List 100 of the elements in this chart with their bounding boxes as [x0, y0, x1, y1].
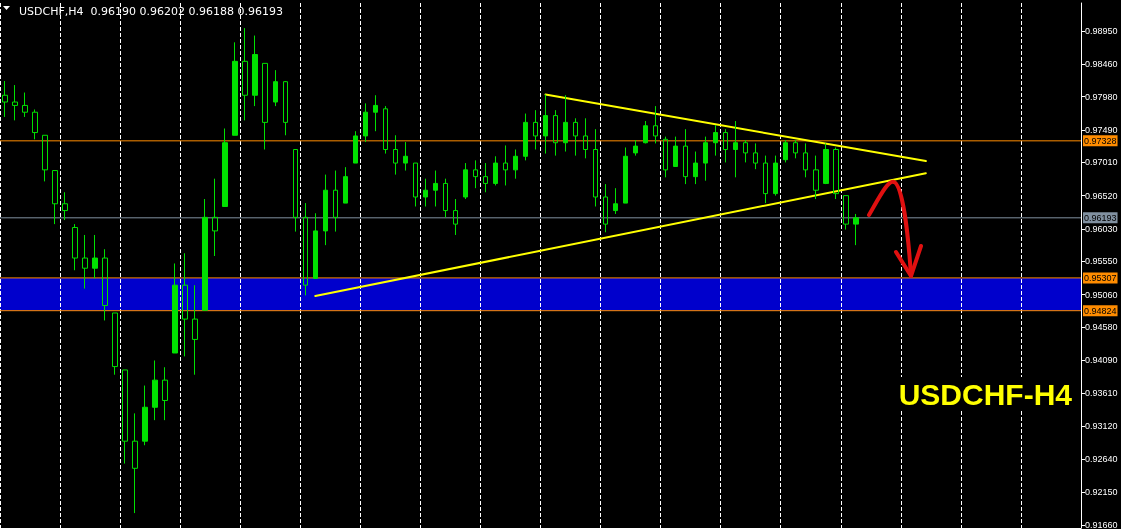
candlestick [803, 142, 808, 178]
candlestick [222, 127, 228, 207]
ref-line-label: 0.94824 [1084, 305, 1117, 316]
candlestick [783, 139, 788, 163]
y-tick-label: 0.96030 [1085, 223, 1118, 234]
candlestick [553, 109, 558, 157]
y-tick-label: 0.96520 [1085, 190, 1118, 201]
y-tick-label: 0.92640 [1085, 453, 1118, 464]
candlestick [633, 139, 638, 157]
candlestick [333, 170, 338, 233]
candlestick [483, 162, 488, 193]
candlestick [513, 149, 518, 180]
y-tick-label: 0.95060 [1085, 289, 1118, 300]
candlestick [373, 94, 378, 132]
candlestick [583, 117, 588, 159]
candlestick [693, 151, 698, 185]
candlestick [603, 183, 608, 233]
ref-line-label: 0.96193 [1084, 212, 1117, 223]
candlestick [413, 162, 418, 207]
candlestick [643, 120, 648, 144]
candlestick [763, 155, 768, 204]
candlestick [543, 94, 548, 155]
candlestick [663, 136, 668, 178]
candlestick [2, 80, 8, 118]
candlestick [533, 109, 538, 151]
candlestick [313, 212, 318, 279]
y-tick-label: 0.97490 [1085, 124, 1118, 135]
y-tick-label: 0.94090 [1085, 355, 1118, 366]
candlestick [423, 178, 428, 207]
candlestick [563, 94, 568, 153]
candlestick [92, 234, 98, 279]
candlestick [12, 84, 18, 121]
candlestick [52, 170, 58, 225]
candlestick [523, 113, 528, 161]
candlestick [262, 62, 268, 151]
y-tick-label: 0.98460 [1085, 59, 1118, 70]
candlestick [703, 136, 708, 182]
candlestick [843, 195, 849, 231]
candlestick [152, 359, 158, 421]
candlestick [293, 149, 298, 233]
candlestick [162, 366, 168, 421]
candlestick [102, 248, 108, 321]
candlestick [303, 202, 308, 296]
candlestick [713, 124, 718, 157]
candlestick [393, 134, 398, 176]
candlestick [723, 128, 728, 163]
candlestick [653, 105, 658, 144]
chart-title: USDCHF,H4 0.96190 0.96202 0.96188 0.96193 [19, 5, 283, 18]
candlestick [22, 92, 28, 118]
candlestick [503, 144, 508, 186]
candlestick [182, 252, 188, 357]
candlestick [733, 120, 738, 178]
candlestick [343, 166, 348, 204]
candlestick [42, 134, 48, 182]
candlestick [793, 139, 798, 159]
candlestick [443, 178, 448, 218]
candlestick [112, 312, 118, 376]
candlestick [273, 69, 278, 107]
candlestick [753, 142, 758, 170]
candlestick [192, 284, 198, 376]
y-tick-label: 0.95550 [1085, 256, 1118, 267]
annotation: USDCHF-H4 [898, 377, 1073, 411]
candlestick [202, 198, 208, 311]
candlestick [433, 170, 438, 207]
candlestick [252, 35, 258, 107]
candlestick [383, 105, 388, 155]
candlestick [32, 108, 38, 140]
candlestick [82, 234, 88, 290]
candlestick [833, 146, 839, 200]
y-tick-label: 0.92150 [1085, 487, 1118, 498]
y-tick-label: 0.91660 [1085, 520, 1118, 529]
candlestick [242, 27, 248, 121]
candlestick [283, 80, 288, 136]
candlestick [673, 136, 678, 167]
candlestick [122, 369, 128, 465]
candlestick [142, 385, 148, 446]
candlestick [72, 223, 78, 271]
candlestick [463, 162, 468, 200]
candlestick [473, 159, 478, 189]
candlestick [683, 128, 688, 185]
y-tick-label: 0.93120 [1085, 421, 1118, 432]
candlestick [823, 142, 829, 185]
y-tick-label: 0.98950 [1085, 25, 1118, 36]
ref-line-label: 0.97328 [1084, 135, 1117, 146]
candlestick [493, 155, 498, 186]
candlestick [363, 102, 368, 143]
candlestick [853, 213, 859, 246]
y-tick-label: 0.94580 [1085, 322, 1118, 333]
candlestick [232, 41, 238, 136]
candlestick [453, 198, 458, 236]
candlestick [613, 187, 618, 215]
candlestick [773, 155, 778, 197]
candlestick [132, 412, 138, 514]
y-tick-label: 0.93610 [1085, 388, 1118, 399]
candlestick [62, 191, 68, 221]
y-tick-label: 0.97980 [1085, 91, 1118, 102]
candlestick [743, 139, 748, 163]
candlestick [353, 130, 358, 164]
candlestick [573, 117, 578, 157]
candlestick [323, 174, 328, 246]
